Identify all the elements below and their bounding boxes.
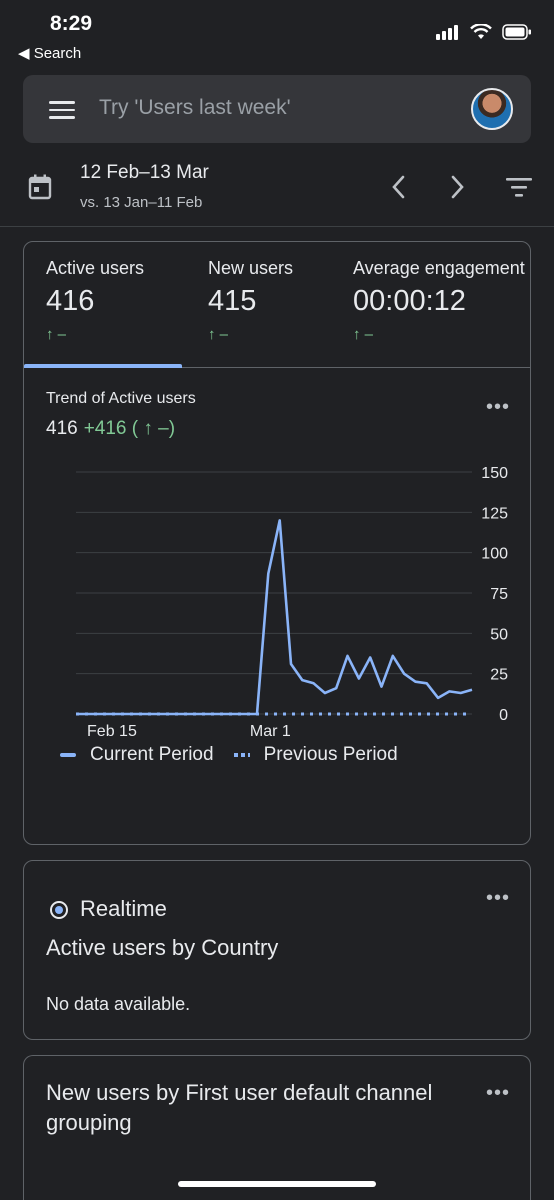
y-tick-label: 125 — [481, 505, 508, 522]
series-line-current-period — [76, 519, 473, 716]
search-bar[interactable]: Try 'Users last week' — [23, 75, 531, 143]
calendar-icon[interactable] — [28, 174, 52, 200]
channel-card-title: New users by First user default channel … — [46, 1080, 433, 1135]
metric-delta: ↑ – — [46, 326, 67, 343]
y-tick-label: 100 — [481, 546, 508, 563]
legend-swatch-current — [60, 753, 76, 757]
metric-delta: ↑ – — [353, 326, 374, 343]
status-bar: 8:29 ◀ Search — [0, 0, 554, 70]
metric-label: New users — [208, 258, 294, 278]
compare-range: vs. 13 Jan–11 Feb — [80, 194, 203, 211]
clock: 8:29 — [50, 12, 93, 35]
legend-current: Current Period — [90, 744, 214, 765]
channel-card: New users by First user default channel … — [23, 1055, 531, 1200]
trend-value-row: 416 +416 ( ↑ –) — [46, 418, 175, 440]
metrics-tabs: Active users 416 ↑ – New users 415 ↑ – A… — [24, 242, 530, 368]
avatar[interactable] — [471, 88, 513, 130]
status-icons — [436, 24, 532, 40]
selected-metric-indicator — [24, 364, 182, 368]
more-options-icon[interactable]: ••• — [486, 1082, 511, 1104]
metric-new-users[interactable]: New users 415 ↑ – — [208, 258, 293, 343]
more-options-icon[interactable]: ••• — [486, 887, 511, 909]
x-tick-label: Feb 15 — [87, 723, 137, 740]
y-tick-label: 150 — [481, 465, 508, 482]
trend-value: 416 — [46, 418, 78, 439]
legend-swatch-previous — [233, 753, 250, 757]
search-input[interactable]: Try 'Users last week' — [99, 96, 291, 119]
more-options-icon[interactable]: ••• — [486, 396, 511, 418]
y-tick-label: 25 — [490, 667, 508, 684]
metrics-card: Active users 416 ↑ – New users 415 ↑ – A… — [23, 241, 531, 845]
header-divider — [0, 226, 554, 227]
y-tick-label: 75 — [490, 586, 508, 603]
cellular-signal-icon — [436, 25, 458, 40]
chevron-right-icon[interactable] — [446, 174, 468, 200]
metric-value: 415 — [208, 285, 257, 317]
battery-icon — [502, 24, 531, 40]
legend-previous: Previous Period — [263, 744, 398, 765]
wifi-icon — [470, 24, 492, 39]
metric-value: 00:00:12 — [353, 285, 466, 317]
hamburger-menu-icon[interactable] — [49, 101, 75, 119]
realtime-card: Realtime ••• Active users by Country No … — [23, 860, 531, 1040]
no-data-text: No data available. — [46, 994, 191, 1014]
metric-delta: ↑ – — [208, 326, 229, 343]
realtime-label: Realtime — [80, 896, 167, 921]
realtime-title: Active users by Country — [46, 935, 279, 960]
trend-chart: 150 125 100 75 50 25 0 Feb 15 Mar 1 — [76, 465, 508, 740]
metric-active-users[interactable]: Active users 416 ↑ – — [46, 258, 144, 343]
trend-title: Trend of Active users — [46, 390, 196, 407]
chevron-left-icon[interactable] — [388, 174, 410, 200]
home-indicator — [178, 1181, 376, 1187]
trend-change: +416 ( ↑ –) — [83, 418, 176, 439]
date-range[interactable]: 12 Feb–13 Mar — [80, 162, 209, 183]
filter-icon[interactable] — [506, 176, 532, 198]
metric-label: Average engagement time — [353, 258, 530, 278]
realtime-indicator-icon — [50, 901, 68, 919]
metric-value: 416 — [46, 285, 95, 317]
x-tick-label: Mar 1 — [250, 723, 291, 740]
chart-legend: Current Period Previous Period — [60, 744, 398, 766]
back-to-search-link[interactable]: ◀ Search — [18, 45, 82, 62]
metric-average-engagement[interactable]: Average engagement time 00:00:12 ↑ – — [353, 258, 530, 343]
y-tick-label: 50 — [490, 626, 508, 643]
date-range-row: 12 Feb–13 Mar vs. 13 Jan–11 Feb — [0, 150, 554, 226]
y-tick-label: 0 — [499, 707, 508, 724]
metric-label: Active users — [46, 258, 145, 278]
